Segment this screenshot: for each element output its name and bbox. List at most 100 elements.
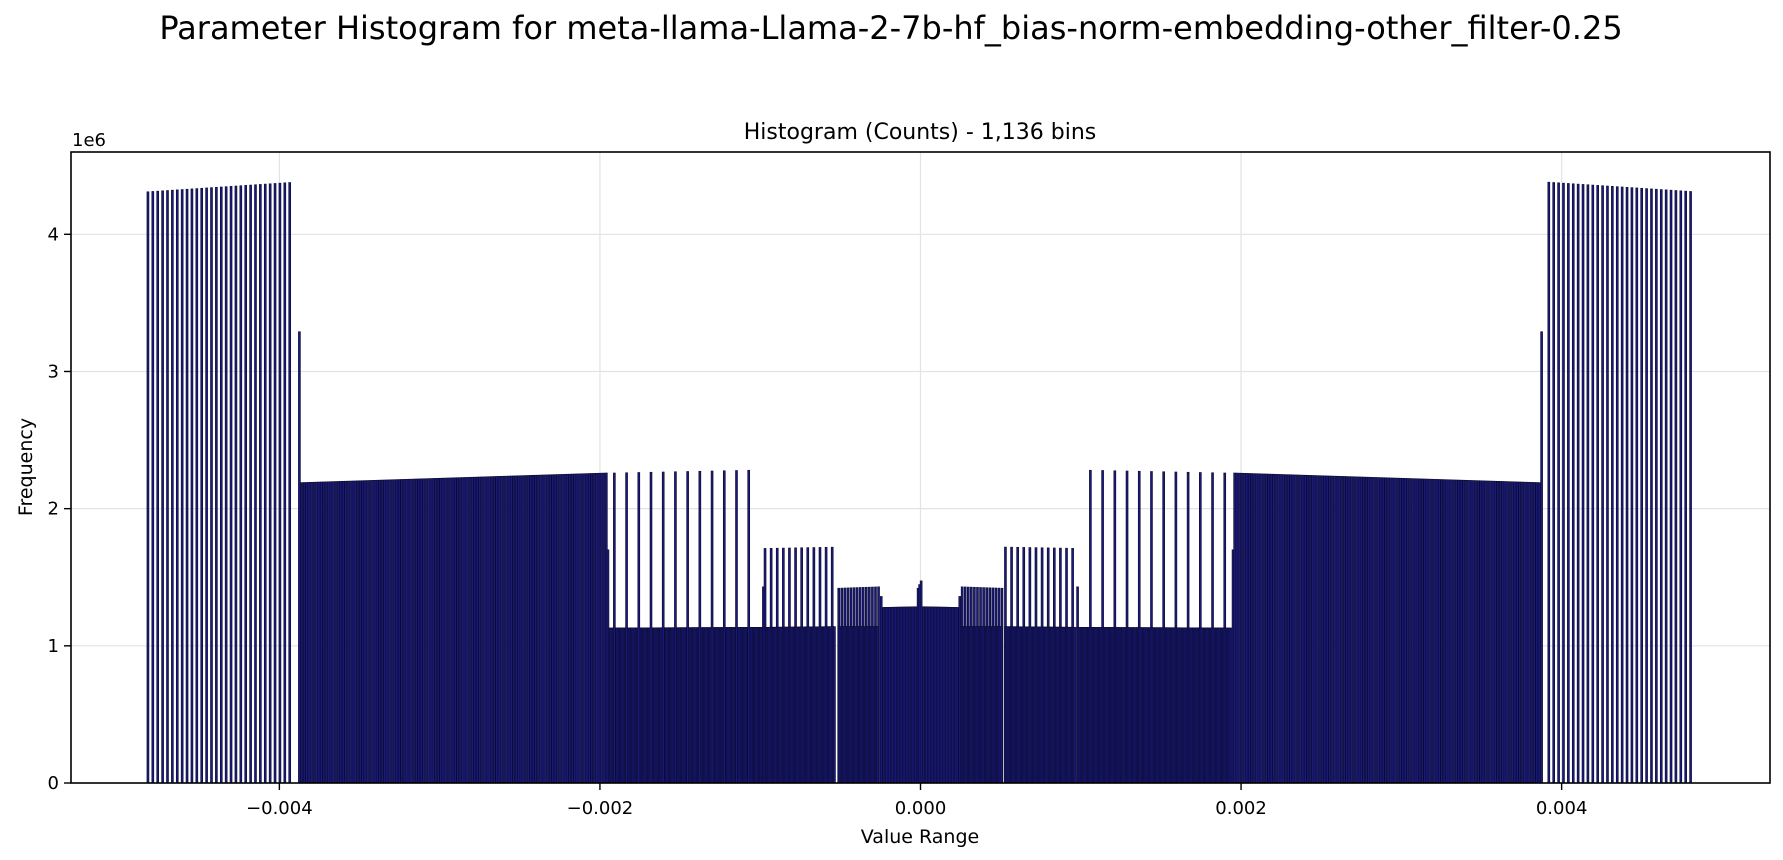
histogram-bar xyxy=(1294,474,1297,784)
histogram-bar xyxy=(602,472,606,784)
histogram-bar xyxy=(185,188,189,784)
histogram-bar xyxy=(1581,184,1585,784)
histogram-bar xyxy=(341,480,345,784)
histogram-bar xyxy=(495,476,499,784)
histogram-bar xyxy=(268,183,272,784)
histogram-bar xyxy=(674,471,677,784)
histogram-bar xyxy=(1389,477,1392,784)
histogram-bar xyxy=(529,475,533,784)
histogram-bar xyxy=(587,473,591,784)
histogram-bar xyxy=(595,472,598,784)
histogram-bar xyxy=(395,479,399,784)
x-tick-label: −0.004 xyxy=(246,798,313,819)
histogram-bar xyxy=(239,185,243,784)
histogram-bar xyxy=(358,480,362,784)
histogram-bar xyxy=(368,480,372,784)
histogram-bar xyxy=(1650,188,1653,784)
histogram-bar xyxy=(1423,478,1426,784)
histogram-bar xyxy=(307,482,311,784)
histogram-bar xyxy=(458,477,462,784)
histogram-bar xyxy=(397,479,401,784)
histogram-bar xyxy=(583,473,586,784)
histogram-bar xyxy=(600,472,603,784)
histogram-bar xyxy=(879,596,883,784)
histogram-bar xyxy=(541,474,545,784)
histogram-bar xyxy=(1286,474,1290,784)
histogram-bar xyxy=(1679,190,1683,784)
histogram-bar xyxy=(485,476,489,784)
histogram-bar xyxy=(1255,473,1258,784)
histogram-bar xyxy=(492,476,496,784)
histogram-bar xyxy=(461,477,464,784)
histogram-bar xyxy=(1247,473,1251,784)
histogram-bar xyxy=(478,476,481,784)
histogram-bar xyxy=(1630,187,1634,784)
histogram-bar xyxy=(1537,482,1541,784)
histogram-bar xyxy=(1669,189,1673,784)
histogram-bar xyxy=(613,472,616,784)
histogram-bar xyxy=(1401,477,1405,784)
histogram-bar xyxy=(1308,475,1312,784)
histogram-bar xyxy=(1620,186,1624,784)
histogram-bar xyxy=(1540,331,1543,784)
histogram-bar xyxy=(161,190,164,784)
histogram-bar xyxy=(463,477,467,784)
histogram-bar xyxy=(366,480,369,784)
histogram-bar xyxy=(263,183,267,784)
histogram-bar xyxy=(590,473,594,784)
histogram-bar xyxy=(575,473,579,784)
histogram-bar xyxy=(592,473,596,784)
histogram-bar xyxy=(415,478,418,784)
histogram-bar xyxy=(1418,478,1422,784)
histogram-bar xyxy=(512,475,516,784)
histogram-bar xyxy=(519,475,523,784)
histogram-bar xyxy=(1635,187,1639,784)
histogram-bar xyxy=(1311,475,1314,784)
histogram-bar xyxy=(1498,481,1502,784)
histogram-bar xyxy=(1355,476,1358,784)
histogram-bar xyxy=(1625,187,1629,784)
histogram-bar xyxy=(390,479,394,784)
histogram-bar xyxy=(1567,183,1570,784)
histogram-bar xyxy=(480,476,484,784)
histogram-bar xyxy=(419,478,423,784)
histogram-bar xyxy=(1245,473,1249,784)
histogram-bar xyxy=(1435,479,1439,784)
histogram-bar xyxy=(380,479,384,784)
histogram-bar xyxy=(955,607,959,784)
histogram-bar xyxy=(1464,479,1468,784)
histogram-bar xyxy=(1260,473,1263,784)
histogram-bar xyxy=(1413,478,1417,784)
histogram-bar xyxy=(570,473,574,784)
histogram-bar xyxy=(578,473,581,784)
histogram-bar xyxy=(1484,480,1487,784)
histogram-bar xyxy=(661,471,665,784)
histogram-bar xyxy=(1462,479,1465,784)
chart-title: Parameter Histogram for meta-llama-Llama… xyxy=(159,9,1622,47)
histogram-bar xyxy=(388,479,391,784)
histogram-bar xyxy=(1513,481,1517,784)
histogram-bar xyxy=(747,469,751,784)
histogram-bar xyxy=(722,470,726,784)
y-tick-label: 3 xyxy=(48,361,59,382)
histogram-bar xyxy=(1472,480,1475,784)
histogram-bar xyxy=(466,477,469,784)
histogram-bar xyxy=(254,184,257,784)
histogram-bar xyxy=(625,472,628,784)
histogram-bar xyxy=(919,580,923,784)
histogram-bar xyxy=(363,480,367,784)
histogram-bar xyxy=(561,474,564,784)
histogram-bar xyxy=(1267,473,1271,784)
histogram-bar xyxy=(1557,182,1560,784)
histogram-bar xyxy=(327,481,330,784)
histogram-bar xyxy=(833,626,836,784)
histogram-bar xyxy=(686,471,689,784)
histogram-bar xyxy=(1073,626,1077,784)
histogram-bar xyxy=(300,482,304,784)
histogram-bar xyxy=(332,481,335,784)
histogram-bar xyxy=(1274,473,1278,784)
histogram-bar xyxy=(698,470,702,784)
histogram-bar xyxy=(1282,474,1285,784)
histogram-bar xyxy=(1528,481,1531,784)
histogram-bar xyxy=(383,479,386,784)
